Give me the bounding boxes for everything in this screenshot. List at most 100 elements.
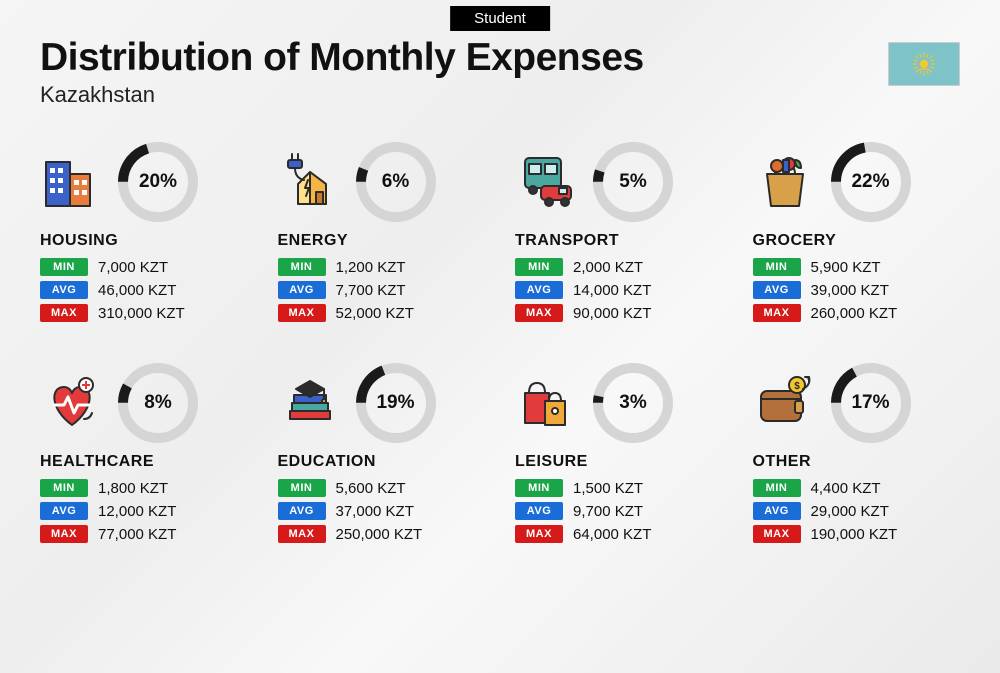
percentage-value: 20% — [118, 142, 198, 222]
stat-max-row: MAX 90,000 KZT — [515, 304, 723, 322]
percentage-donut: 8% — [118, 363, 198, 443]
transport-icon — [515, 150, 579, 214]
category-card: 3% LEISURE MIN 1,500 KZT AVG 9,700 KZT M… — [515, 363, 723, 548]
avg-value: 29,000 KZT — [811, 503, 889, 520]
avg-value: 7,700 KZT — [336, 282, 406, 299]
card-header: 20% — [40, 142, 248, 222]
avg-badge: AVG — [40, 281, 88, 299]
avg-badge: AVG — [753, 502, 801, 520]
percentage-donut: 17% — [831, 363, 911, 443]
max-badge: MAX — [753, 304, 801, 322]
category-card: $ 17% OTHER MIN 4,400 KZT AVG 29,000 KZT… — [753, 363, 961, 548]
housing-icon — [40, 150, 104, 214]
svg-text:$: $ — [794, 381, 800, 392]
category-card: 22% GROCERY MIN 5,900 KZT AVG 39,000 KZT… — [753, 142, 961, 327]
stat-max-row: MAX 190,000 KZT — [753, 525, 961, 543]
max-badge: MAX — [515, 304, 563, 322]
max-badge: MAX — [40, 525, 88, 543]
category-card: 8% HEALTHCARE MIN 1,800 KZT AVG 12,000 K… — [40, 363, 248, 548]
stat-min-row: MIN 5,900 KZT — [753, 258, 961, 276]
education-icon — [278, 371, 342, 435]
max-value: 190,000 KZT — [811, 526, 898, 543]
max-badge: MAX — [278, 304, 326, 322]
percentage-donut: 5% — [593, 142, 673, 222]
stat-avg-row: AVG 29,000 KZT — [753, 502, 961, 520]
stat-min-row: MIN 2,000 KZT — [515, 258, 723, 276]
percentage-value: 3% — [593, 363, 673, 443]
percentage-donut: 19% — [356, 363, 436, 443]
category-name: GROCERY — [753, 232, 961, 250]
min-badge: MIN — [278, 258, 326, 276]
avg-value: 46,000 KZT — [98, 282, 176, 299]
category-card: 20% HOUSING MIN 7,000 KZT AVG 46,000 KZT… — [40, 142, 248, 327]
percentage-value: 19% — [356, 363, 436, 443]
stat-max-row: MAX 52,000 KZT — [278, 304, 486, 322]
percentage-donut: 3% — [593, 363, 673, 443]
percentage-value: 17% — [831, 363, 911, 443]
min-value: 4,400 KZT — [811, 480, 881, 497]
card-header: 3% — [515, 363, 723, 443]
avg-badge: AVG — [40, 502, 88, 520]
avg-badge: AVG — [515, 502, 563, 520]
category-name: HEALTHCARE — [40, 453, 248, 471]
max-badge: MAX — [515, 525, 563, 543]
category-name: EDUCATION — [278, 453, 486, 471]
country-flag — [888, 42, 960, 86]
percentage-value: 6% — [356, 142, 436, 222]
stat-avg-row: AVG 9,700 KZT — [515, 502, 723, 520]
stat-min-row: MIN 7,000 KZT — [40, 258, 248, 276]
max-badge: MAX — [753, 525, 801, 543]
card-header: 5% — [515, 142, 723, 222]
percentage-donut: 6% — [356, 142, 436, 222]
percentage-value: 8% — [118, 363, 198, 443]
card-header: 6% — [278, 142, 486, 222]
max-value: 77,000 KZT — [98, 526, 176, 543]
avg-value: 9,700 KZT — [573, 503, 643, 520]
stat-avg-row: AVG 7,700 KZT — [278, 281, 486, 299]
avg-badge: AVG — [515, 281, 563, 299]
flag-sun-icon — [910, 50, 938, 78]
min-value: 7,000 KZT — [98, 259, 168, 276]
card-header: 8% — [40, 363, 248, 443]
stat-min-row: MIN 4,400 KZT — [753, 479, 961, 497]
avg-value: 39,000 KZT — [811, 282, 889, 299]
min-value: 1,800 KZT — [98, 480, 168, 497]
category-card: 6% ENERGY MIN 1,200 KZT AVG 7,700 KZT MA… — [278, 142, 486, 327]
stat-avg-row: AVG 14,000 KZT — [515, 281, 723, 299]
category-name: HOUSING — [40, 232, 248, 250]
category-name: OTHER — [753, 453, 961, 471]
min-badge: MIN — [515, 479, 563, 497]
percentage-value: 5% — [593, 142, 673, 222]
stat-min-row: MIN 1,500 KZT — [515, 479, 723, 497]
stat-max-row: MAX 77,000 KZT — [40, 525, 248, 543]
stat-max-row: MAX 250,000 KZT — [278, 525, 486, 543]
avg-value: 14,000 KZT — [573, 282, 651, 299]
max-value: 310,000 KZT — [98, 305, 185, 322]
stat-min-row: MIN 1,800 KZT — [40, 479, 248, 497]
avg-value: 12,000 KZT — [98, 503, 176, 520]
min-badge: MIN — [753, 479, 801, 497]
avg-badge: AVG — [278, 281, 326, 299]
max-badge: MAX — [278, 525, 326, 543]
percentage-donut: 20% — [118, 142, 198, 222]
card-header: 22% — [753, 142, 961, 222]
profile-badge: Student — [450, 6, 550, 31]
min-badge: MIN — [40, 479, 88, 497]
energy-icon — [278, 150, 342, 214]
stat-min-row: MIN 1,200 KZT — [278, 258, 486, 276]
min-value: 5,600 KZT — [336, 480, 406, 497]
stat-avg-row: AVG 39,000 KZT — [753, 281, 961, 299]
other-icon: $ — [753, 371, 817, 435]
min-badge: MIN — [515, 258, 563, 276]
min-value: 5,900 KZT — [811, 259, 881, 276]
category-card: 19% EDUCATION MIN 5,600 KZT AVG 37,000 K… — [278, 363, 486, 548]
stat-max-row: MAX 260,000 KZT — [753, 304, 961, 322]
category-name: TRANSPORT — [515, 232, 723, 250]
stat-avg-row: AVG 37,000 KZT — [278, 502, 486, 520]
stat-min-row: MIN 5,600 KZT — [278, 479, 486, 497]
min-badge: MIN — [278, 479, 326, 497]
card-header: 19% — [278, 363, 486, 443]
min-badge: MIN — [40, 258, 88, 276]
min-badge: MIN — [753, 258, 801, 276]
stat-avg-row: AVG 12,000 KZT — [40, 502, 248, 520]
